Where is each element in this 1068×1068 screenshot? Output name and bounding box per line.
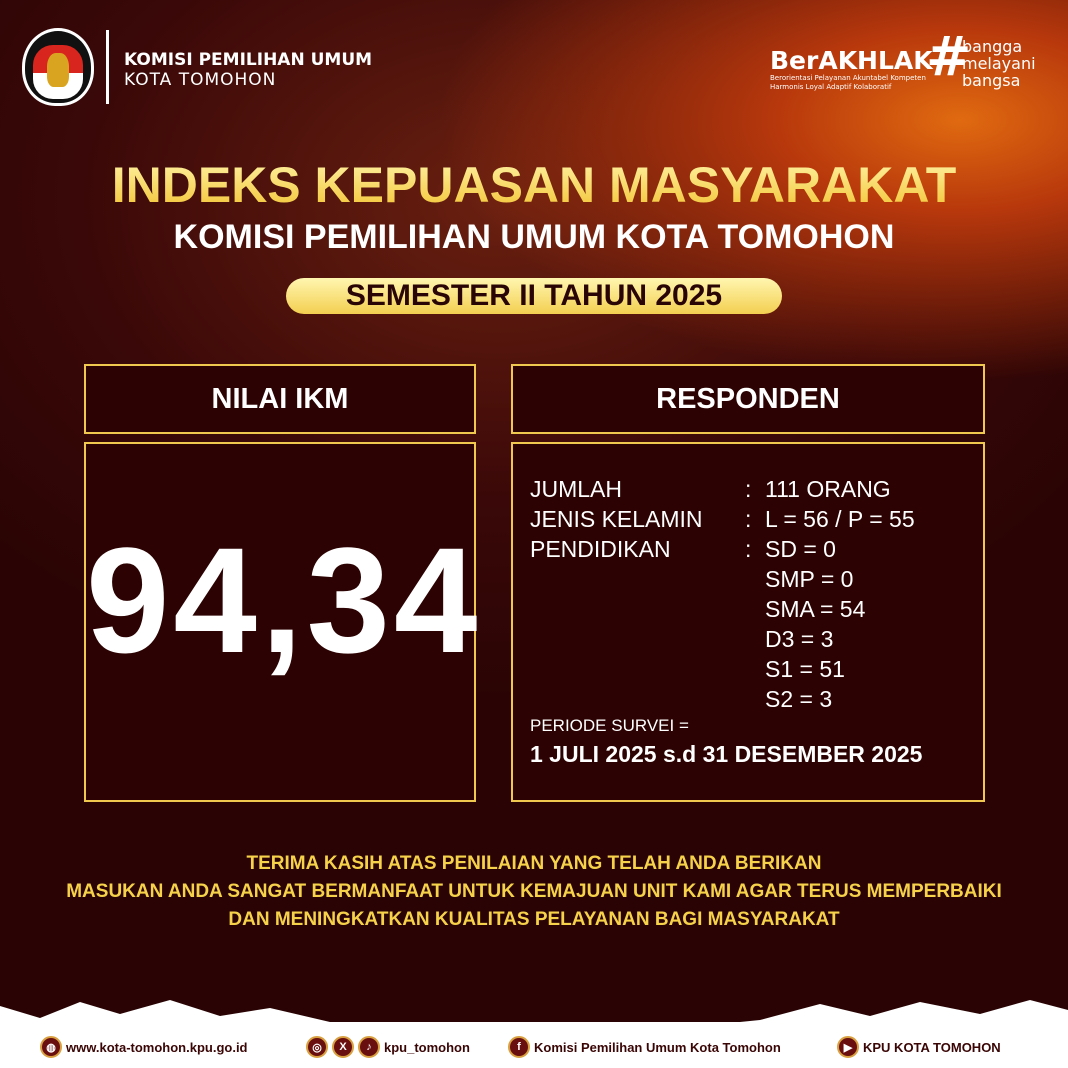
x-icon: X (332, 1036, 354, 1058)
footer-youtube[interactable]: ▶ KPU KOTA TOMOHON (837, 1036, 1001, 1058)
ikm-value: 94,34 (86, 516, 482, 684)
page-subtitle: KOMISI PEMILIHAN UMUM KOTA TOMOHON (173, 218, 895, 256)
hashtag-word: bangsa (962, 71, 1021, 90)
hashtag-word: melayani (962, 54, 1036, 73)
row-key: PENDIDIKAN (530, 536, 671, 562)
facebook-icon: f (508, 1036, 530, 1058)
instagram-icon: ◎ (306, 1036, 328, 1058)
education-item: S1 = 51 (765, 656, 845, 682)
row-sep: : (745, 506, 752, 532)
responden-header: RESPONDEN (511, 364, 985, 434)
footer (0, 1022, 1068, 1068)
period-badge: SEMESTER II TAHUN 2025 (286, 278, 782, 314)
periode-label: PERIODE SURVEI = (530, 716, 689, 735)
responden-panel: JUMLAH : 111 ORANG JENIS KELAMIN : L = 5… (511, 442, 985, 802)
education-item: D3 = 3 (765, 626, 834, 652)
row-sep: : (745, 476, 752, 502)
facebook-text: Komisi Pemilihan Umum Kota Tomohon (534, 1039, 781, 1055)
berakhlak-logo: BerAKHLAK (770, 46, 933, 75)
education-item: SMA = 54 (765, 596, 866, 622)
divider (106, 30, 109, 104)
globe-icon: ◍ (40, 1036, 62, 1058)
hashtag-icon: # (926, 25, 972, 88)
row-key: JUMLAH (530, 476, 623, 502)
berakhlak-tagline: Berorientasi Pelayanan Akuntabel Kompete… (770, 74, 926, 91)
footer-social[interactable]: ◎ X ♪ kpu_tomohon (306, 1036, 470, 1058)
row-sep: : (745, 536, 752, 562)
tiktok-icon: ♪ (358, 1036, 380, 1058)
row-value: L = 56 / P = 55 (765, 506, 915, 532)
social-handle: kpu_tomohon (384, 1039, 470, 1055)
message-line: MASUKAN ANDA SANGAT BERMANFAAT UNTUK KEM… (66, 881, 1002, 902)
website-text: www.kota-tomohon.kpu.go.id (66, 1039, 248, 1055)
hashtag-text: bangga melayani bangsa (962, 38, 1036, 89)
garuda-icon (47, 53, 69, 87)
row-key: JENIS KELAMIN (530, 506, 703, 532)
youtube-icon: ▶ (837, 1036, 859, 1058)
hashtag-word: bangga (962, 37, 1023, 56)
education-item: SMP = 0 (765, 566, 854, 592)
periode-value: 1 JULI 2025 s.d 31 DESEMBER 2025 (530, 741, 923, 767)
youtube-text: KPU KOTA TOMOHON (863, 1039, 1001, 1055)
message-line: DAN MENINGKATKAN KUALITAS PELAYANAN BAGI… (228, 909, 840, 930)
row-value: 111 ORANG (765, 476, 891, 502)
education-item: S2 = 3 (765, 686, 833, 712)
torn-edge (0, 1000, 1068, 1026)
message-line: TERIMA KASIH ATAS PENILAIAN YANG TELAH A… (246, 853, 822, 874)
org-name: KOMISI PEMILIHAN UMUM (124, 50, 373, 70)
org-city: KOTA TOMOHON (124, 70, 277, 90)
kpu-logo (22, 28, 94, 106)
footer-website[interactable]: ◍ www.kota-tomohon.kpu.go.id (40, 1036, 248, 1058)
ikm-header: NILAI IKM (84, 364, 476, 434)
footer-facebook[interactable]: f Komisi Pemilihan Umum Kota Tomohon (508, 1036, 781, 1058)
page-title: INDEKS KEPUASAN MASYARAKAT (0, 156, 1068, 214)
ikm-panel: 94,34 (84, 442, 482, 802)
row-value: SD = 0 (765, 536, 836, 562)
